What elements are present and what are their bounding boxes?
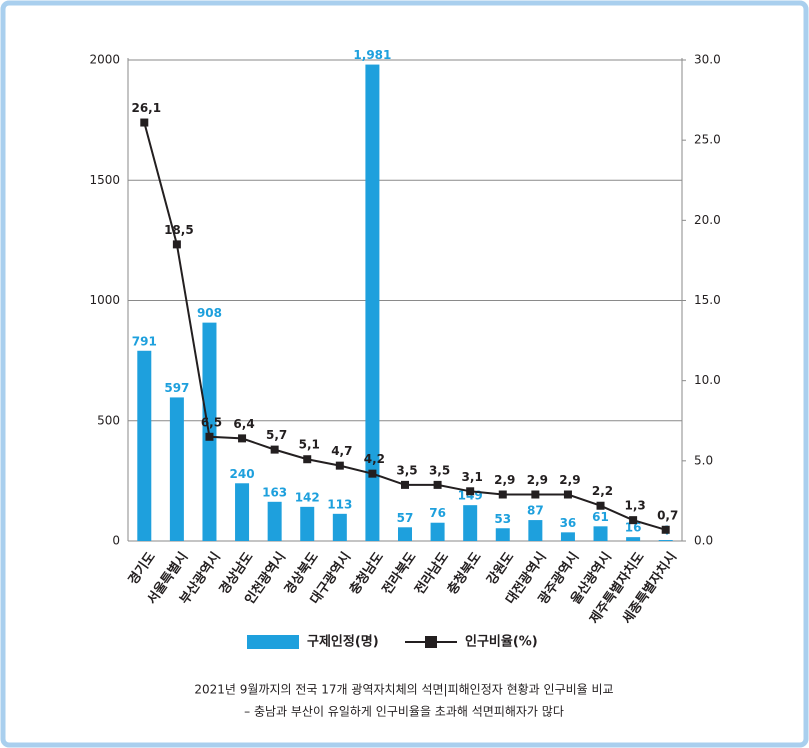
y2-tick-label: 15.0 — [694, 293, 721, 307]
bar-label: 76 — [429, 506, 446, 520]
line-label: 26,1 — [131, 101, 161, 115]
bar-label: 240 — [230, 467, 255, 481]
line-label: 2,9 — [559, 473, 580, 487]
bar-label: 791 — [132, 334, 157, 348]
bar — [137, 350, 152, 541]
bar-label: 36 — [560, 516, 577, 530]
line-label: 3,5 — [429, 463, 450, 477]
line-label: 2,2 — [592, 484, 613, 498]
x-tick-label: 충청북도 — [444, 549, 485, 597]
y2-tick-label: 25.0 — [694, 133, 721, 147]
line-label: 2,9 — [527, 473, 548, 487]
line-label: 5,7 — [266, 428, 287, 442]
bar-label: 57 — [397, 511, 414, 525]
bar-label: 16 — [625, 521, 642, 535]
bar — [398, 527, 412, 541]
y-tick-label: 1500 — [89, 173, 120, 187]
bar — [658, 540, 673, 541]
bar — [626, 537, 641, 541]
line-marker — [629, 516, 638, 525]
bar-label: 53 — [494, 512, 511, 526]
legend-swatch — [247, 635, 299, 649]
line-marker — [303, 455, 312, 464]
bar — [463, 505, 478, 541]
y-tick-label: 2000 — [89, 53, 120, 67]
line-marker — [270, 445, 279, 454]
line-marker — [433, 480, 442, 489]
line-marker — [368, 469, 377, 478]
bar — [495, 528, 510, 541]
line-marker — [498, 490, 507, 499]
y2-tick-label: 30.0 — [694, 53, 721, 67]
bar — [332, 513, 347, 541]
line-label: 6,4 — [233, 417, 254, 431]
line-label: 5,1 — [299, 438, 320, 452]
bar-label: 61 — [592, 510, 609, 524]
line-marker — [238, 434, 247, 443]
bar-label: 87 — [527, 504, 544, 518]
line-label: 3,5 — [396, 463, 417, 477]
line-marker — [466, 487, 475, 496]
caption: 2021년 9월까지의 전국 17개 광역자치체의 석면|피해인정자 현황과 인… — [194, 683, 613, 697]
bar — [528, 520, 543, 541]
bar — [365, 64, 380, 541]
line-marker — [335, 461, 344, 470]
bar — [430, 522, 445, 541]
legend-label: 구제인정(명) — [307, 634, 379, 650]
line-marker — [661, 525, 670, 534]
line-marker — [563, 490, 572, 499]
y-tick-label: 500 — [97, 413, 120, 427]
legend-label: 인구비율(%) — [465, 634, 538, 650]
x-tick-label: 경기도 — [125, 549, 159, 588]
y2-tick-label: 0.0 — [694, 534, 713, 548]
line-label: 18,5 — [164, 223, 194, 237]
line-label: 4,2 — [364, 452, 385, 466]
line-label: 1,3 — [624, 499, 645, 513]
legend-swatch — [425, 636, 437, 648]
bar-label: 163 — [262, 485, 287, 499]
bar-label: 1,981 — [353, 48, 391, 62]
y2-tick-label: 20.0 — [694, 213, 721, 227]
bar — [235, 483, 250, 541]
line-label: 0,7 — [657, 508, 678, 522]
caption: – 충남과 부산이 유일하게 인구비율을 초과해 석면피해자가 많다 — [244, 705, 564, 719]
bar — [593, 526, 608, 541]
bar — [560, 532, 575, 541]
y2-tick-label: 10.0 — [694, 373, 721, 387]
bar-label: 908 — [197, 306, 222, 320]
line-marker — [205, 432, 214, 441]
line-marker — [140, 118, 149, 127]
line-marker — [172, 240, 181, 249]
line-label: 2,9 — [494, 473, 515, 487]
bar-label: 142 — [295, 490, 320, 504]
line-marker — [596, 501, 605, 510]
bar-label: 113 — [327, 497, 352, 511]
line-label: 6,5 — [201, 415, 222, 429]
bar — [267, 501, 282, 541]
line-marker — [531, 490, 540, 499]
y-tick-label: 0 — [112, 534, 120, 548]
line-label: 3,1 — [462, 470, 483, 484]
y-tick-label: 1000 — [89, 293, 120, 307]
bar — [300, 506, 315, 541]
line-marker — [401, 480, 409, 489]
x-tick-label: 강원도 — [484, 549, 518, 588]
bar-label: 597 — [164, 381, 189, 395]
y2-tick-label: 5.0 — [694, 453, 713, 467]
bar — [169, 397, 184, 541]
line-label: 4,7 — [331, 444, 352, 458]
